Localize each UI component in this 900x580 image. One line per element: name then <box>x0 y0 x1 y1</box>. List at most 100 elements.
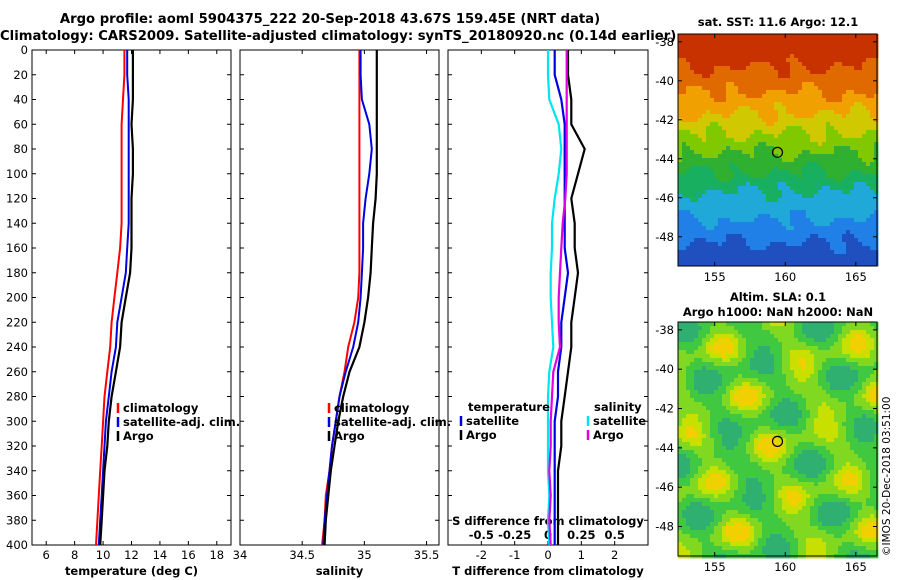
sla-map-cell <box>774 326 779 331</box>
sst-map-cell <box>714 258 719 263</box>
sst-map-cell <box>762 254 767 259</box>
sst-map-cell <box>782 50 787 55</box>
sst-map-cell <box>810 238 815 243</box>
sst-map-cell <box>770 70 775 75</box>
sst-map-cell <box>818 254 823 259</box>
sst-map-cell <box>702 242 707 247</box>
sst-map-cell <box>818 62 823 67</box>
sst-map-cell <box>786 154 791 159</box>
sla-map-cell <box>774 386 779 391</box>
sla-map-cell <box>782 418 787 423</box>
sst-map-cell <box>850 130 855 135</box>
sla-map-cell <box>738 346 743 351</box>
sla-map-cell <box>694 334 699 339</box>
sst-map-cell <box>686 66 691 71</box>
sst-map-cell <box>750 82 755 87</box>
sst-map-cell <box>870 158 875 163</box>
sla-map-cell <box>710 394 715 399</box>
sst-map-cell <box>678 130 683 135</box>
sst-map-cell <box>758 246 763 251</box>
sst-map-cell <box>782 106 787 111</box>
sst-map-cell <box>706 70 711 75</box>
sla-map-cell <box>766 362 771 367</box>
sst-map-cell <box>706 198 711 203</box>
sst-map-cell <box>750 102 755 107</box>
sla-map-cell <box>790 334 795 339</box>
sst-map-cell <box>694 254 699 259</box>
sst-map-cell <box>862 150 867 155</box>
sst-map-cell <box>722 82 727 87</box>
sst-map-cell <box>718 38 723 43</box>
sst-map-cell <box>874 254 879 259</box>
sla-map-cell <box>694 374 699 379</box>
sst-map-cell <box>750 62 755 67</box>
sla-map-cell <box>874 426 879 431</box>
sst-map-cell <box>834 182 839 187</box>
sst-map-cell <box>786 186 791 191</box>
sst-map-cell <box>826 162 831 167</box>
sst-map-cell <box>794 86 799 91</box>
sst-map-cell <box>834 98 839 103</box>
sla-map-cell <box>870 366 875 371</box>
sst-map-cell <box>782 254 787 259</box>
sla-map-cell <box>838 458 843 463</box>
sst-map-cell <box>866 242 871 247</box>
sst-map-cell <box>806 198 811 203</box>
sla-map-cell <box>826 390 831 395</box>
sla-map-cell <box>854 438 859 443</box>
sst-map-cell <box>722 258 727 263</box>
sst-map-cell <box>690 162 695 167</box>
sst-map-cell <box>766 186 771 191</box>
sla-map-cell <box>726 338 731 343</box>
sst-map-cell <box>678 258 683 263</box>
sst-map-cell <box>762 194 767 199</box>
sst-map-cell <box>702 114 707 119</box>
sst-map-cell <box>870 90 875 95</box>
sla-map-cell <box>762 346 767 351</box>
sst-map-cell <box>850 258 855 263</box>
sst-map-cell <box>806 250 811 255</box>
sst-map-cell <box>846 194 851 199</box>
sst-map-cell <box>714 206 719 211</box>
sst-map-cell <box>842 74 847 79</box>
sst-map-cell <box>762 110 767 115</box>
sst-map-cell <box>822 102 827 107</box>
sst-map-cell <box>682 98 687 103</box>
sst-map-cell <box>738 250 743 255</box>
sla-map-cell <box>754 394 759 399</box>
sla-map-cell <box>830 394 835 399</box>
sla-map-cell <box>774 354 779 359</box>
sst-map-cell <box>794 54 799 59</box>
sst-map-cell <box>822 166 827 171</box>
sla-map-cell <box>742 374 747 379</box>
sla-map-cell <box>790 430 795 435</box>
sst-map-cell <box>714 58 719 63</box>
sla-map-cell <box>850 362 855 367</box>
sla-map-cell <box>850 394 855 399</box>
sla-map-cell <box>862 398 867 403</box>
sla-map-cell <box>778 330 783 335</box>
sst-map-cell <box>682 214 687 219</box>
sst-map-cell <box>854 178 859 183</box>
sst-map-cell <box>718 194 723 199</box>
sst-map-cell <box>678 78 683 83</box>
sst-map-cell <box>874 102 879 107</box>
sst-map-cell <box>690 98 695 103</box>
sst-map-cell <box>802 214 807 219</box>
sst-map-cell <box>730 102 735 107</box>
salinity-satellite-adj-line <box>322 50 373 546</box>
sst-map-cell <box>750 94 755 99</box>
sst-map-cell <box>798 98 803 103</box>
sst-map-cell <box>726 254 731 259</box>
sla-map-cell <box>778 402 783 407</box>
sla-map-cell <box>726 386 731 391</box>
sst-map-cell <box>866 42 871 47</box>
sst-map-cell <box>678 230 683 235</box>
sst-map-cell <box>754 206 759 211</box>
sst-map-cell <box>850 50 855 55</box>
sst-map-cell <box>826 110 831 115</box>
sla-map-cell <box>814 442 819 447</box>
sst-map-cell <box>814 254 819 259</box>
sla-map-cell <box>706 454 711 459</box>
sla-map-cell <box>766 466 771 471</box>
